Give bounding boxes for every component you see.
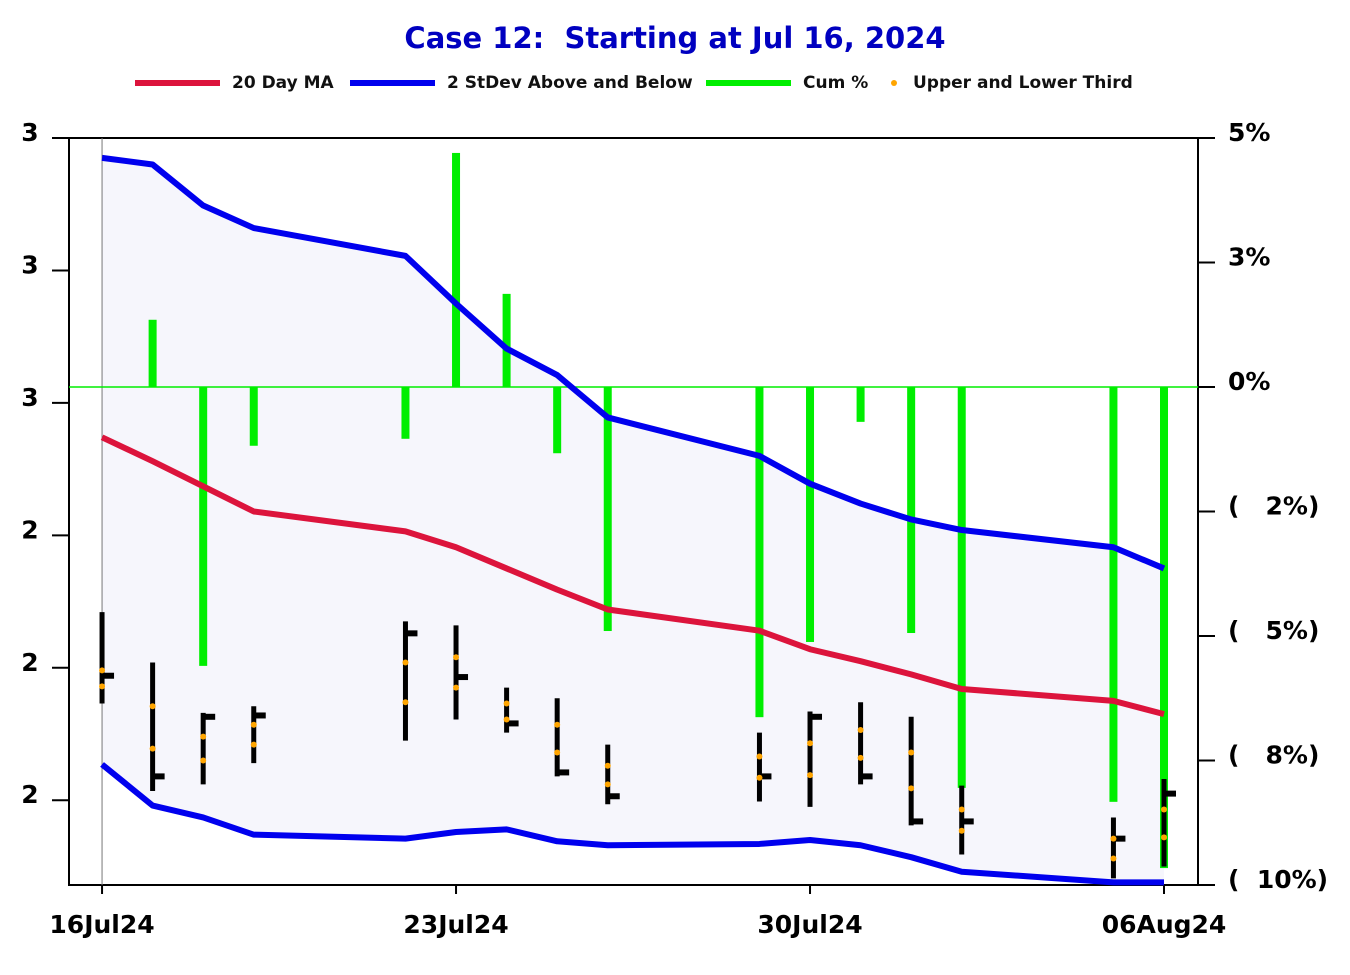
chart-title: Case 12: Starting at Jul 16, 2024 xyxy=(404,21,945,55)
legend-label: Upper and Lower Third xyxy=(913,73,1133,93)
cum-bar xyxy=(249,387,258,446)
lower-third-dot xyxy=(453,684,460,691)
cum-bar xyxy=(856,387,865,422)
cum-bar xyxy=(502,293,511,387)
x-tick-label: 16Jul24 xyxy=(49,910,154,939)
y2-tick-label: 3% xyxy=(1228,243,1270,272)
cum-bar xyxy=(806,387,815,642)
lower-third-dot xyxy=(1110,855,1117,862)
lower-third-dot xyxy=(149,745,156,752)
cum-bar xyxy=(603,387,612,632)
y-tick-label: 3 xyxy=(21,383,38,412)
x-tick-label: 30Jul24 xyxy=(757,910,862,939)
upper-third-dot xyxy=(402,659,409,666)
lower-third-dot xyxy=(857,754,864,761)
upper-third-dot xyxy=(99,667,106,674)
cum-bar xyxy=(907,387,916,634)
lower-third-dot xyxy=(402,699,409,706)
y2-tick-label: ( 2%) xyxy=(1228,492,1319,521)
upper-third-dot xyxy=(1161,806,1168,813)
cum-bar xyxy=(553,387,562,454)
y-tick-label: 2 xyxy=(21,648,38,677)
lower-third-dot xyxy=(503,716,510,723)
legend-marker xyxy=(891,80,897,86)
lower-third-dot xyxy=(554,749,561,756)
upper-third-dot xyxy=(857,727,864,734)
moving-average xyxy=(100,434,1165,718)
upper-third-dot xyxy=(756,753,763,760)
upper-third-dot xyxy=(958,806,965,813)
lower-third-dot xyxy=(958,827,965,834)
lower-third-dot xyxy=(604,781,611,788)
upper-third-dot xyxy=(1110,835,1117,842)
upper-third-dot xyxy=(554,721,561,728)
lower-third-dot xyxy=(756,774,763,781)
lower-third-dot xyxy=(99,683,106,690)
lower-third-dot xyxy=(250,741,257,748)
upper-third-dot xyxy=(908,749,915,756)
lower-third-dot xyxy=(1161,834,1168,841)
y2-tick-label: 5% xyxy=(1228,118,1270,147)
cum-bar xyxy=(1109,387,1118,802)
cum-bar xyxy=(957,387,966,788)
cum-bar xyxy=(452,152,461,387)
y2-tick-label: ( 5%) xyxy=(1228,616,1319,645)
legend-label: Cum % xyxy=(803,73,868,93)
cum-bar xyxy=(401,387,410,439)
x-tick-label: 06Aug24 xyxy=(1102,910,1227,939)
upper-third-dot xyxy=(807,740,814,747)
upper-third-dot xyxy=(453,654,460,661)
upper-third-dot xyxy=(200,733,207,740)
y-tick-label: 3 xyxy=(21,118,38,147)
y-tick-label: 2 xyxy=(21,515,38,544)
upper-band xyxy=(101,154,1166,572)
legend-label: 20 Day MA xyxy=(232,73,335,93)
y2-tick-label: ( 10%) xyxy=(1228,865,1328,894)
cum-bar xyxy=(755,387,764,718)
legend-label: 2 StDev Above and Below xyxy=(447,73,693,93)
lower-third-dot xyxy=(200,757,207,764)
upper-third-dot xyxy=(250,721,257,728)
cum-bar xyxy=(199,387,208,666)
lower-third-dot xyxy=(807,772,814,779)
lower-band xyxy=(100,762,1165,886)
lower-third-dot xyxy=(908,785,915,792)
cum-bar xyxy=(148,319,157,387)
y2-tick-label: 0% xyxy=(1228,367,1270,396)
band-fill xyxy=(102,157,1165,883)
upper-third-dot xyxy=(604,762,611,769)
upper-third-dot xyxy=(149,703,156,710)
y2-tick-label: ( 8%) xyxy=(1228,741,1319,770)
upper-third-dot xyxy=(503,700,510,707)
x-tick-label: 23Jul24 xyxy=(403,910,508,939)
y-tick-label: 3 xyxy=(21,250,38,279)
y-tick-label: 2 xyxy=(21,780,38,809)
cum-bar xyxy=(1160,387,1169,869)
